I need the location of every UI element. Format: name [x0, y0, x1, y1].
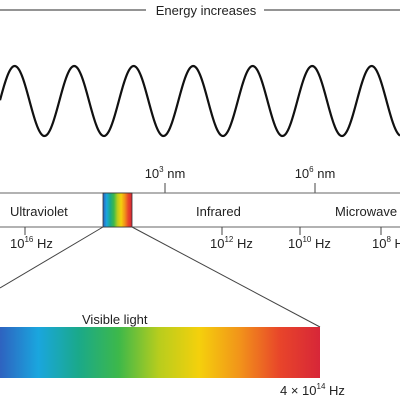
visible-endpoint-frequency-label: 4 × 1014 Hz — [280, 382, 345, 398]
wavelength-label-1e3nm: 103 nm — [145, 165, 186, 181]
frequency-label-1e12hz: 1012 Hz — [210, 235, 253, 251]
zoom-line-right — [131, 226, 321, 328]
visible-spectrum-bar — [0, 327, 320, 378]
region-infrared: Infrared — [196, 204, 241, 219]
visible-band-small — [102, 192, 133, 228]
region-ultraviolet: Ultraviolet — [10, 204, 68, 219]
frequency-label-1e16hz: 1016 Hz — [10, 235, 53, 251]
energy-increases-label: Energy increases — [156, 3, 257, 18]
zoom-line-left — [0, 226, 104, 289]
region-microwave: Microwave — [335, 204, 397, 219]
visible-light-label: Visible light — [82, 312, 148, 327]
sine-wave — [0, 64, 400, 138]
wavelength-label-1e6nm: 106 nm — [295, 165, 336, 181]
frequency-label-1e8hz: 108 Hz — [372, 235, 400, 251]
frequency-label-1e10hz: 1010 Hz — [288, 235, 331, 251]
